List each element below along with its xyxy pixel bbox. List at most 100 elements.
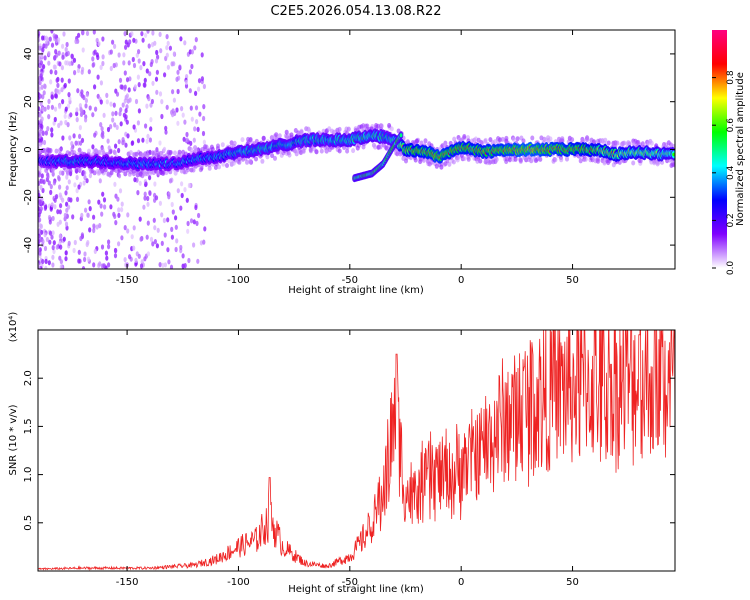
noise-dot [76,88,80,94]
noise-dot [158,31,162,37]
noise-dot [77,64,81,70]
noise-dot [113,122,117,128]
haze-dot [355,145,360,151]
noise-dot [143,191,147,197]
noise-dot [161,262,165,268]
noise-dot [136,138,141,144]
haze-dot [123,171,128,177]
haze-dot [455,157,460,163]
noise-dot [200,76,204,82]
noise-dot [160,113,164,120]
colorbar-ticks: 0.0 0.2 0.4 0.6 0.8 [712,70,736,275]
noise-dot [175,238,179,244]
haze-dot [337,126,342,132]
noise-dot [38,86,41,92]
noise-dot [38,192,41,199]
haze-dot [580,138,585,144]
noise-dot [96,54,100,61]
noise-dot [50,94,55,100]
noise-dot [185,131,189,138]
noise-dot [160,212,164,218]
noise-dot [189,105,193,111]
noise-dot [38,112,42,118]
noise-dot [81,47,85,53]
noise-dot [194,204,198,211]
noise-dot [51,171,55,177]
noise-dot [194,90,198,96]
y-tick-label: 1.0 [23,467,34,483]
haze-dot [513,156,518,162]
noise-dot [64,106,68,112]
haze-dot [270,153,275,159]
noise-dot [154,58,159,64]
noise-dot [176,188,180,194]
colorbar-tick-label: 0.2 [726,213,736,227]
haze-dot [389,126,394,132]
noise-dot [172,97,176,103]
noise-dot [39,223,44,229]
noise-dot [202,239,206,245]
noise-dot [102,197,107,203]
haze-dot [478,158,483,164]
haze-dot [261,135,266,141]
noise-dot [83,175,87,181]
haze-dot [173,170,178,176]
haze-dot [78,167,82,173]
haze-dot [240,137,245,143]
spectrogram-panel: -150 -100 -50 0 50 40 20 0 -20 -40 Height of str… [8,29,676,296]
noise-dot [184,79,188,85]
noise-dot [137,253,141,259]
noise-dot [146,201,150,207]
noise-dot [84,103,88,109]
haze-dot [565,156,569,162]
noise-dot [58,240,62,246]
noise-dot [38,265,41,269]
noise-dot [114,110,118,116]
noise-dot [183,119,187,125]
y-tick-label: 0 [23,146,34,152]
haze-dot [151,151,156,157]
noise-dot [178,64,182,70]
noise-dot [139,236,143,242]
noise-dot [120,235,124,241]
noise-dot [137,108,141,114]
haze-dot [194,147,199,153]
noise-dot [119,84,123,90]
noise-dot [84,207,88,213]
noise-dot [40,116,44,122]
noise-dot [62,236,66,242]
noise-dot [179,205,183,211]
haze-dot [299,129,304,135]
haze-dot [108,149,113,155]
noise-dot [197,212,201,219]
noise-dot [38,250,42,256]
x-tick-label: -100 [227,577,250,588]
noise-dot [53,54,57,61]
noise-dot [150,98,154,105]
noise-dot [68,61,72,67]
haze-dot [559,157,564,163]
noise-dot [66,122,70,128]
noise-dot [65,174,69,180]
haze-dot [632,141,636,147]
noise-dot [145,234,149,240]
haze-dot [423,138,428,144]
noise-dot [61,135,65,141]
noise-dot [39,122,43,128]
haze-dot [521,138,526,144]
noise-dot [60,77,64,83]
haze-dot [361,144,366,150]
noise-dot [143,77,147,83]
noise-dot [46,126,50,132]
noise-dot [190,116,194,122]
noise-dot [49,184,53,190]
noise-dot [141,137,145,143]
haze-dot [419,140,424,146]
x-tick-label: -50 [342,275,358,286]
haze-dot [113,150,118,156]
noise-dot [174,224,178,230]
noise-dot [39,60,44,66]
noise-dot [64,256,68,262]
noise-dot [43,232,47,238]
noise-dot [71,214,75,220]
